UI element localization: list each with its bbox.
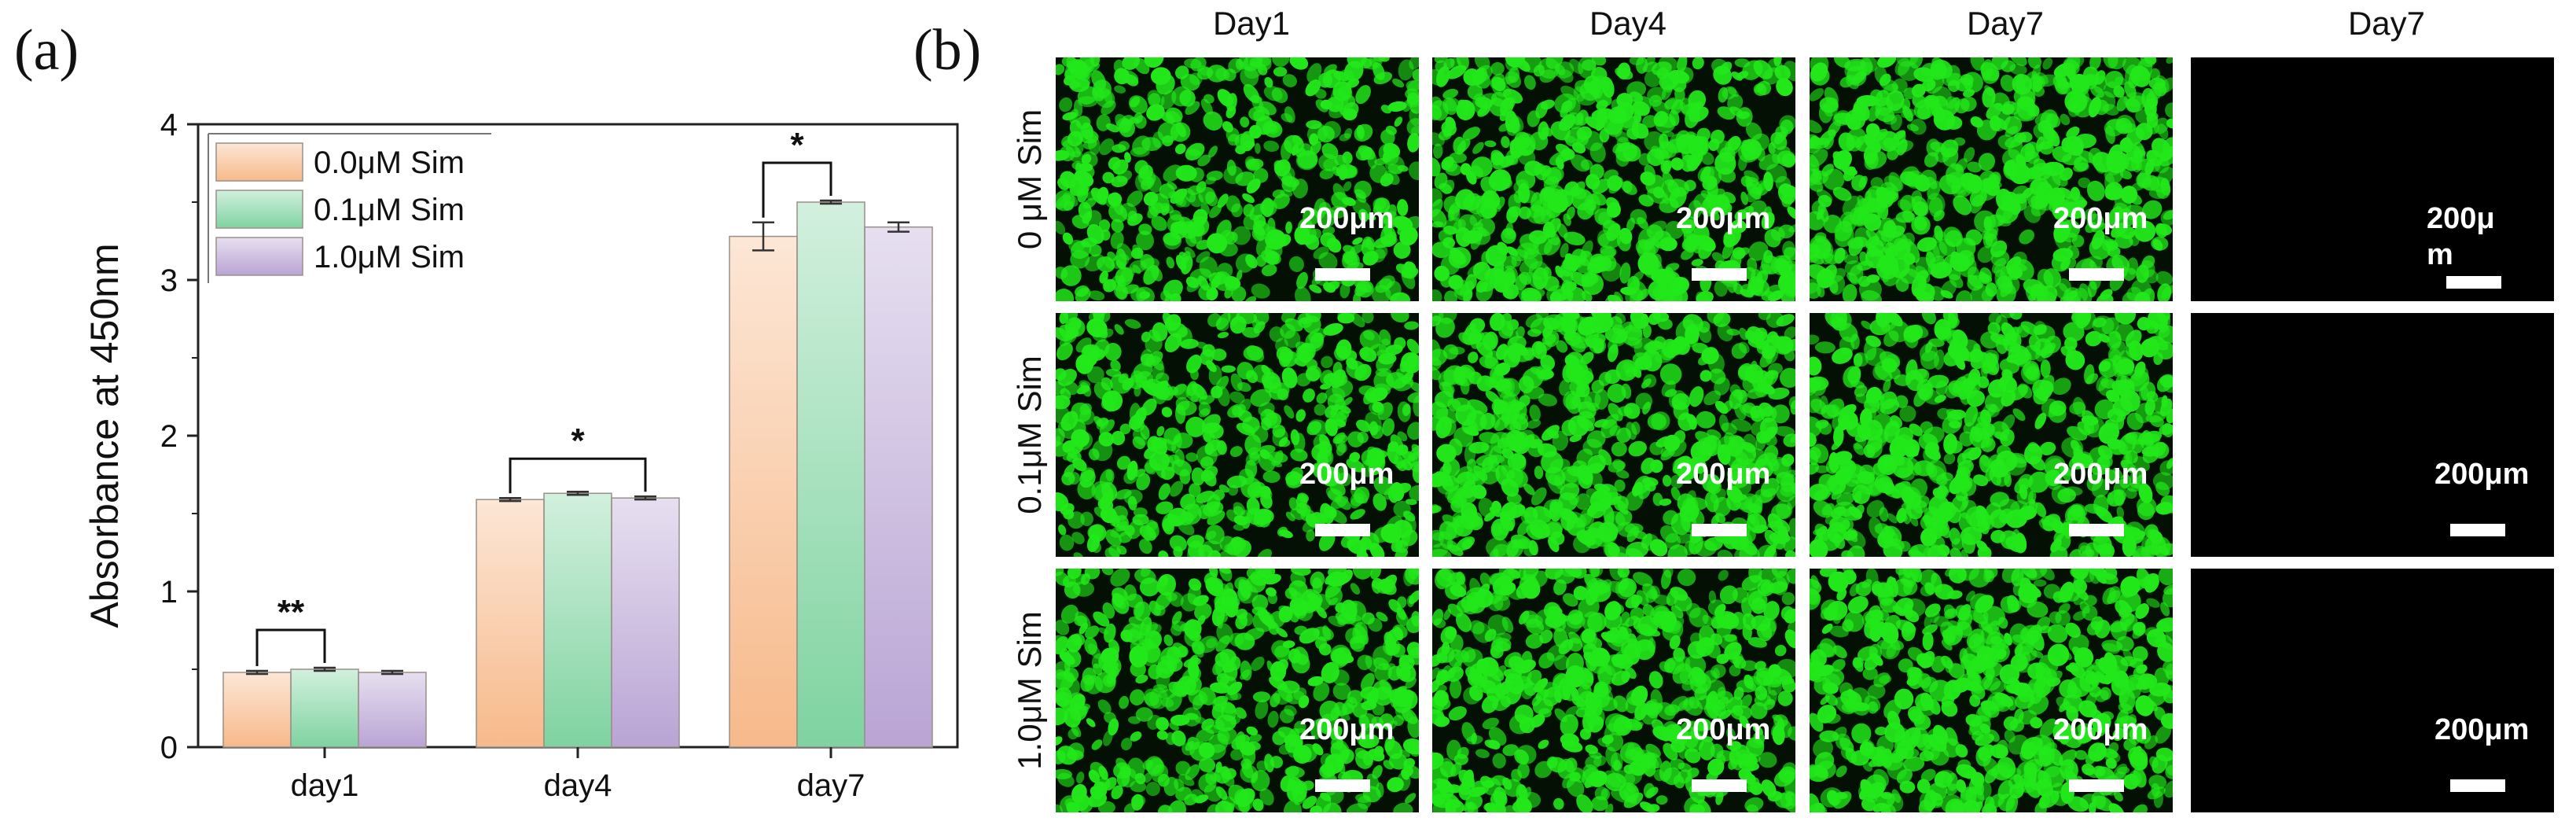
scale-label: 200μm <box>1299 713 1395 746</box>
scale-bar <box>1315 524 1370 536</box>
cell-texture <box>1432 569 1795 812</box>
scale-label: 200μm <box>2435 713 2530 746</box>
micrograph-1-0um-day4: 200μm <box>1432 569 1795 812</box>
bar-day1-1 <box>290 668 359 748</box>
legend-swatch-1 <box>215 190 303 229</box>
scale-bar <box>2450 779 2505 792</box>
scale-label: 200μm <box>2053 202 2148 235</box>
scale-bar <box>1315 268 1370 281</box>
cell-texture <box>1056 57 1419 301</box>
x-tick-label-day1: day1 <box>291 768 359 803</box>
row-label-1-0um: 1.0μM Sim <box>1011 611 1048 770</box>
legend-label-0: 0.0μM Sim <box>314 145 465 180</box>
cell-texture <box>1810 313 2173 557</box>
row-label-0um: 0 μM Sim <box>1011 109 1048 250</box>
panel-b-letter: (b) <box>913 18 982 83</box>
scale-label-line1: 200μ <box>2427 202 2495 235</box>
panel-a-letter: (a) <box>14 18 79 83</box>
micrograph-0um-day4: 200μm <box>1432 57 1795 301</box>
col-title-day1: Day1 <box>1212 5 1291 42</box>
legend-swatch-0 <box>215 142 303 182</box>
row-label-0-1um: 0.1μM Sim <box>1011 355 1048 514</box>
micrograph-1-0um-day1: 200μm <box>1056 569 1419 812</box>
cell-texture <box>1432 57 1795 301</box>
significance-label: * <box>571 422 585 460</box>
scale-label: 200μm <box>2053 458 2148 491</box>
y-tick-label: 3 <box>160 263 178 298</box>
micrograph-0um-day7-dark: 200μ m <box>2191 57 2554 301</box>
scale-bar <box>1692 779 1747 792</box>
significance-bracket <box>509 457 647 494</box>
bar-day7-2 <box>864 226 933 748</box>
scale-bar <box>2069 524 2124 536</box>
scale-label: 200μm <box>1676 202 1771 235</box>
bar-day7-1 <box>796 201 865 748</box>
cell-texture <box>1810 57 2173 301</box>
scale-label-line2: m <box>2427 238 2453 271</box>
scale-label: 200μm <box>2435 458 2530 491</box>
cell-texture <box>1056 313 1419 557</box>
scale-label: 200μm <box>1676 713 1771 746</box>
micrograph-0um-day7: 200μm <box>1810 57 2173 301</box>
scale-bar <box>2450 524 2505 536</box>
legend-label-1: 0.1μM Sim <box>314 193 465 227</box>
y-tick-label: 2 <box>160 419 178 454</box>
micrograph-0-1um-day7-dark: 200μm <box>2191 313 2554 557</box>
scale-bar <box>1692 524 1747 536</box>
significance-label: ** <box>277 593 305 632</box>
significance-label: * <box>790 126 804 164</box>
scale-label: 200μm <box>1299 202 1395 235</box>
micrograph-0-1um-day4: 200μm <box>1432 313 1795 557</box>
bar-day1-0 <box>222 672 292 748</box>
scale-bar <box>1315 779 1370 792</box>
scale-bar <box>2069 779 2124 792</box>
significance-bracket <box>255 628 326 666</box>
x-tick-label-day4: day4 <box>544 768 612 803</box>
scale-bar <box>1692 268 1747 281</box>
bar-day1-2 <box>358 672 427 748</box>
y-tick-label: 0 <box>160 731 178 765</box>
y-tick-label: 1 <box>160 575 178 610</box>
y-tick-label: 4 <box>160 108 178 142</box>
micrograph-0um-day1: 200μm <box>1056 57 1419 301</box>
x-tick-label-day7: day7 <box>797 768 865 803</box>
bar-day4-1 <box>543 492 612 748</box>
legend-swatch-2 <box>215 237 303 276</box>
scale-bar <box>2069 268 2124 281</box>
micrograph-1-0um-day7-dark: 200μm <box>2191 569 2554 812</box>
scale-label: 200μm <box>1676 458 1771 491</box>
scale-label: 200μm <box>1299 458 1395 491</box>
micrograph-0-1um-day1: 200μm <box>1056 313 1419 557</box>
scale-bar <box>2446 276 2501 289</box>
micrograph-1-0um-day7: 200μm <box>1810 569 2173 812</box>
col-title-day7: Day7 <box>1966 5 2045 42</box>
bar-day7-0 <box>729 235 798 748</box>
bar-day4-0 <box>476 499 545 748</box>
bar-day4-2 <box>611 497 680 748</box>
legend-label-2: 1.0μM Sim <box>314 240 465 274</box>
scale-label: 200μm <box>2053 713 2148 746</box>
significance-bracket <box>762 161 832 218</box>
micrograph-0-1um-day7: 200μm <box>1810 313 2173 557</box>
col-title-day4: Day4 <box>1589 5 1667 42</box>
cell-texture <box>1432 313 1795 557</box>
cell-texture <box>1810 569 2173 812</box>
cell-texture <box>1056 569 1419 812</box>
y-axis-label: Absorbance at 450nm <box>83 243 127 628</box>
col-title-day7-control: Day7 <box>2347 5 2426 42</box>
